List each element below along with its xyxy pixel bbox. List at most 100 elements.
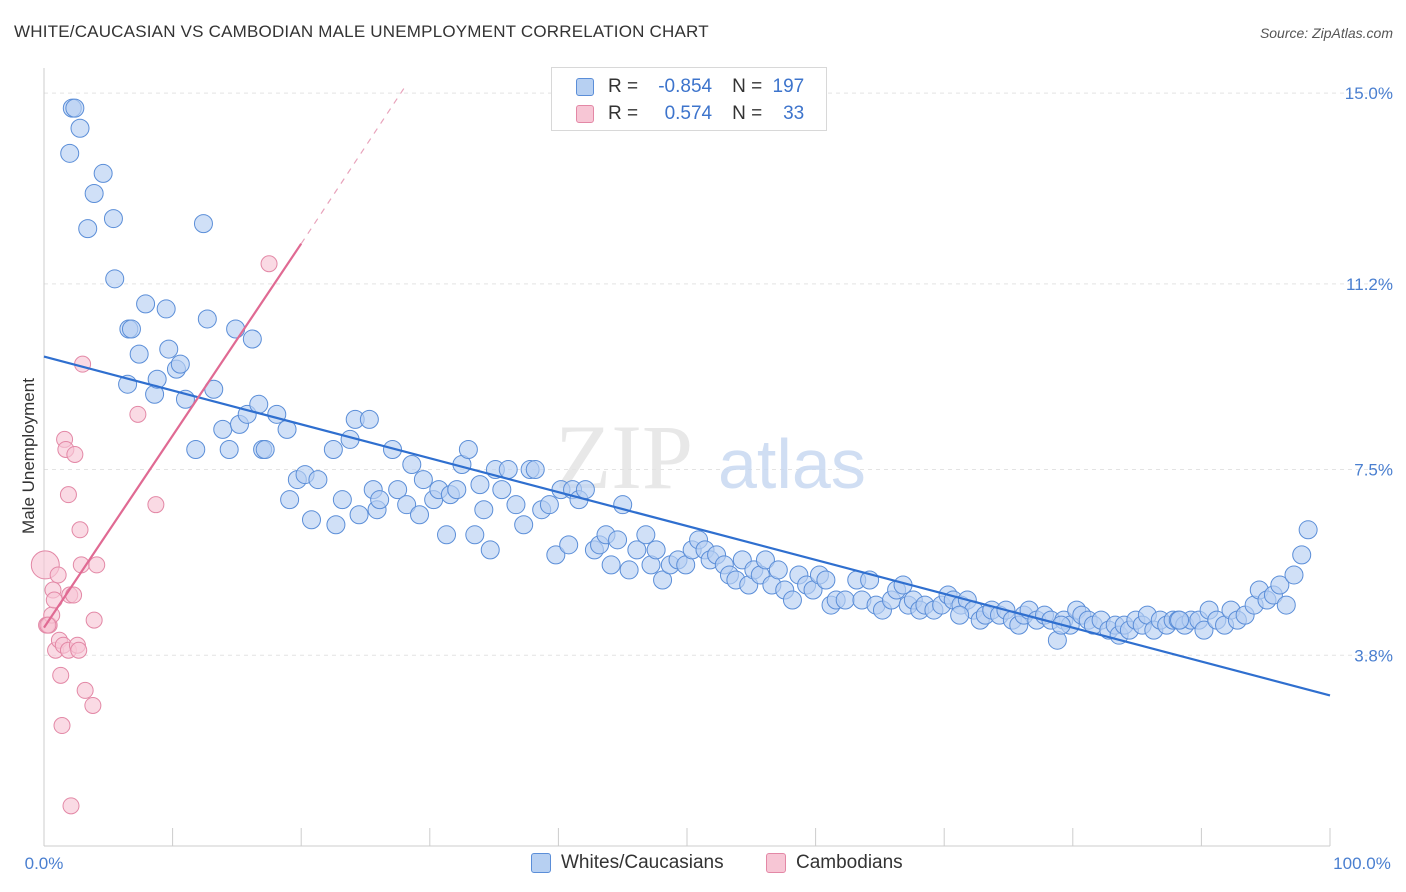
y-axis-label: Male Unemployment <box>19 378 38 534</box>
series-legend-swatch-cambodians <box>766 853 786 873</box>
data-point <box>465 525 485 545</box>
data-point <box>156 299 176 319</box>
data-point <box>323 439 343 459</box>
data-point <box>447 480 467 500</box>
data-point <box>213 419 233 439</box>
series-legend-item-cambodians[interactable]: Cambodians <box>766 852 903 874</box>
data-point <box>755 550 775 570</box>
series-legend: Whites/Caucasians Cambodians <box>0 852 1406 878</box>
data-point <box>437 525 457 545</box>
data-point <box>1276 595 1296 615</box>
data-point <box>186 439 206 459</box>
x-axis-ticks <box>43 828 1331 846</box>
y-tick-label: 15.0% <box>1345 84 1393 103</box>
watermark-atlas: atlas <box>718 425 866 503</box>
data-point <box>397 495 417 515</box>
series-legend-item-whites[interactable]: Whites/Caucasians <box>531 852 724 874</box>
data-point <box>492 480 512 500</box>
trendlines <box>43 87 1331 697</box>
data-point <box>950 605 970 625</box>
series-points-cambodians <box>30 255 278 815</box>
data-point <box>129 344 149 364</box>
data-point <box>59 486 77 504</box>
data-point <box>619 560 639 580</box>
data-point <box>332 490 352 510</box>
data-point <box>84 696 102 714</box>
data-point <box>70 641 88 659</box>
series-legend-label-cambodians: Cambodians <box>796 852 903 873</box>
data-point <box>539 495 559 515</box>
data-point <box>76 681 94 699</box>
data-point <box>388 480 408 500</box>
data-point <box>525 460 545 480</box>
data-point <box>66 445 84 463</box>
data-point <box>559 535 579 555</box>
data-point <box>636 525 656 545</box>
data-point <box>470 475 490 495</box>
data-point <box>197 309 217 329</box>
y-tick-label: 11.2% <box>1346 275 1393 294</box>
data-point <box>280 490 300 510</box>
data-point <box>349 505 369 525</box>
data-point <box>105 269 125 289</box>
data-point <box>1170 610 1190 630</box>
data-point <box>85 611 103 629</box>
trendline-cambodians-extension <box>300 87 405 245</box>
data-point <box>1292 545 1312 565</box>
legend-n-value-cambodians: 33 <box>783 103 805 124</box>
data-point <box>768 560 788 580</box>
data-point <box>65 586 83 604</box>
chart-title: WHITE/CAUCASIAN VS CAMBODIAN MALE UNEMPL… <box>14 22 709 41</box>
y-tick-label: 7.5% <box>1354 461 1393 480</box>
data-point <box>193 214 213 234</box>
data-point <box>413 470 433 490</box>
data-point <box>84 183 104 203</box>
data-point <box>816 570 836 590</box>
legend-n-value-whites: 197 <box>772 76 805 97</box>
data-point <box>71 521 89 539</box>
data-point <box>129 405 147 423</box>
data-point <box>121 319 141 339</box>
data-point <box>608 530 628 550</box>
data-point <box>1270 575 1290 595</box>
data-point <box>402 455 422 475</box>
data-point <box>49 566 67 584</box>
legend-r-label: R = <box>608 76 639 97</box>
data-point <box>1194 620 1214 640</box>
data-point <box>410 505 430 525</box>
data-point <box>62 797 80 815</box>
legend-n-label: N = <box>732 76 763 97</box>
y-tick-labels: 3.8% 7.5% 11.2% 15.0% <box>1345 84 1393 665</box>
data-point <box>103 209 123 229</box>
data-point <box>242 329 262 349</box>
data-point <box>52 666 70 684</box>
data-point <box>74 355 92 373</box>
data-point <box>546 545 566 565</box>
data-point <box>70 118 90 138</box>
legend-swatch-cambodians <box>576 105 594 123</box>
data-point <box>53 717 71 735</box>
data-point <box>65 98 85 118</box>
series-legend-label-whites: Whites/Caucasians <box>561 852 724 873</box>
chart-source: Source: ZipAtlas.com <box>1259 25 1393 41</box>
correlation-legend: R = -0.854 N = 197 R = 0.574 N = 33 <box>551 67 827 131</box>
series-legend-swatch-whites <box>531 853 551 873</box>
data-point <box>1284 565 1304 585</box>
trendline-whites <box>43 355 1331 697</box>
data-point <box>498 460 518 480</box>
data-point <box>147 496 165 514</box>
data-point <box>370 490 390 510</box>
data-point <box>627 540 647 560</box>
x-tick-label-min: 0.0% <box>25 854 64 873</box>
legend-r-label: R = <box>608 103 639 124</box>
data-point <box>326 515 346 535</box>
data-point <box>514 515 534 535</box>
data-point <box>601 555 621 575</box>
data-point <box>93 163 113 183</box>
data-point <box>474 500 494 520</box>
data-point <box>136 294 156 314</box>
data-point <box>255 439 275 459</box>
grid-lines <box>44 92 1392 656</box>
data-point <box>88 556 106 574</box>
data-point <box>653 570 673 590</box>
